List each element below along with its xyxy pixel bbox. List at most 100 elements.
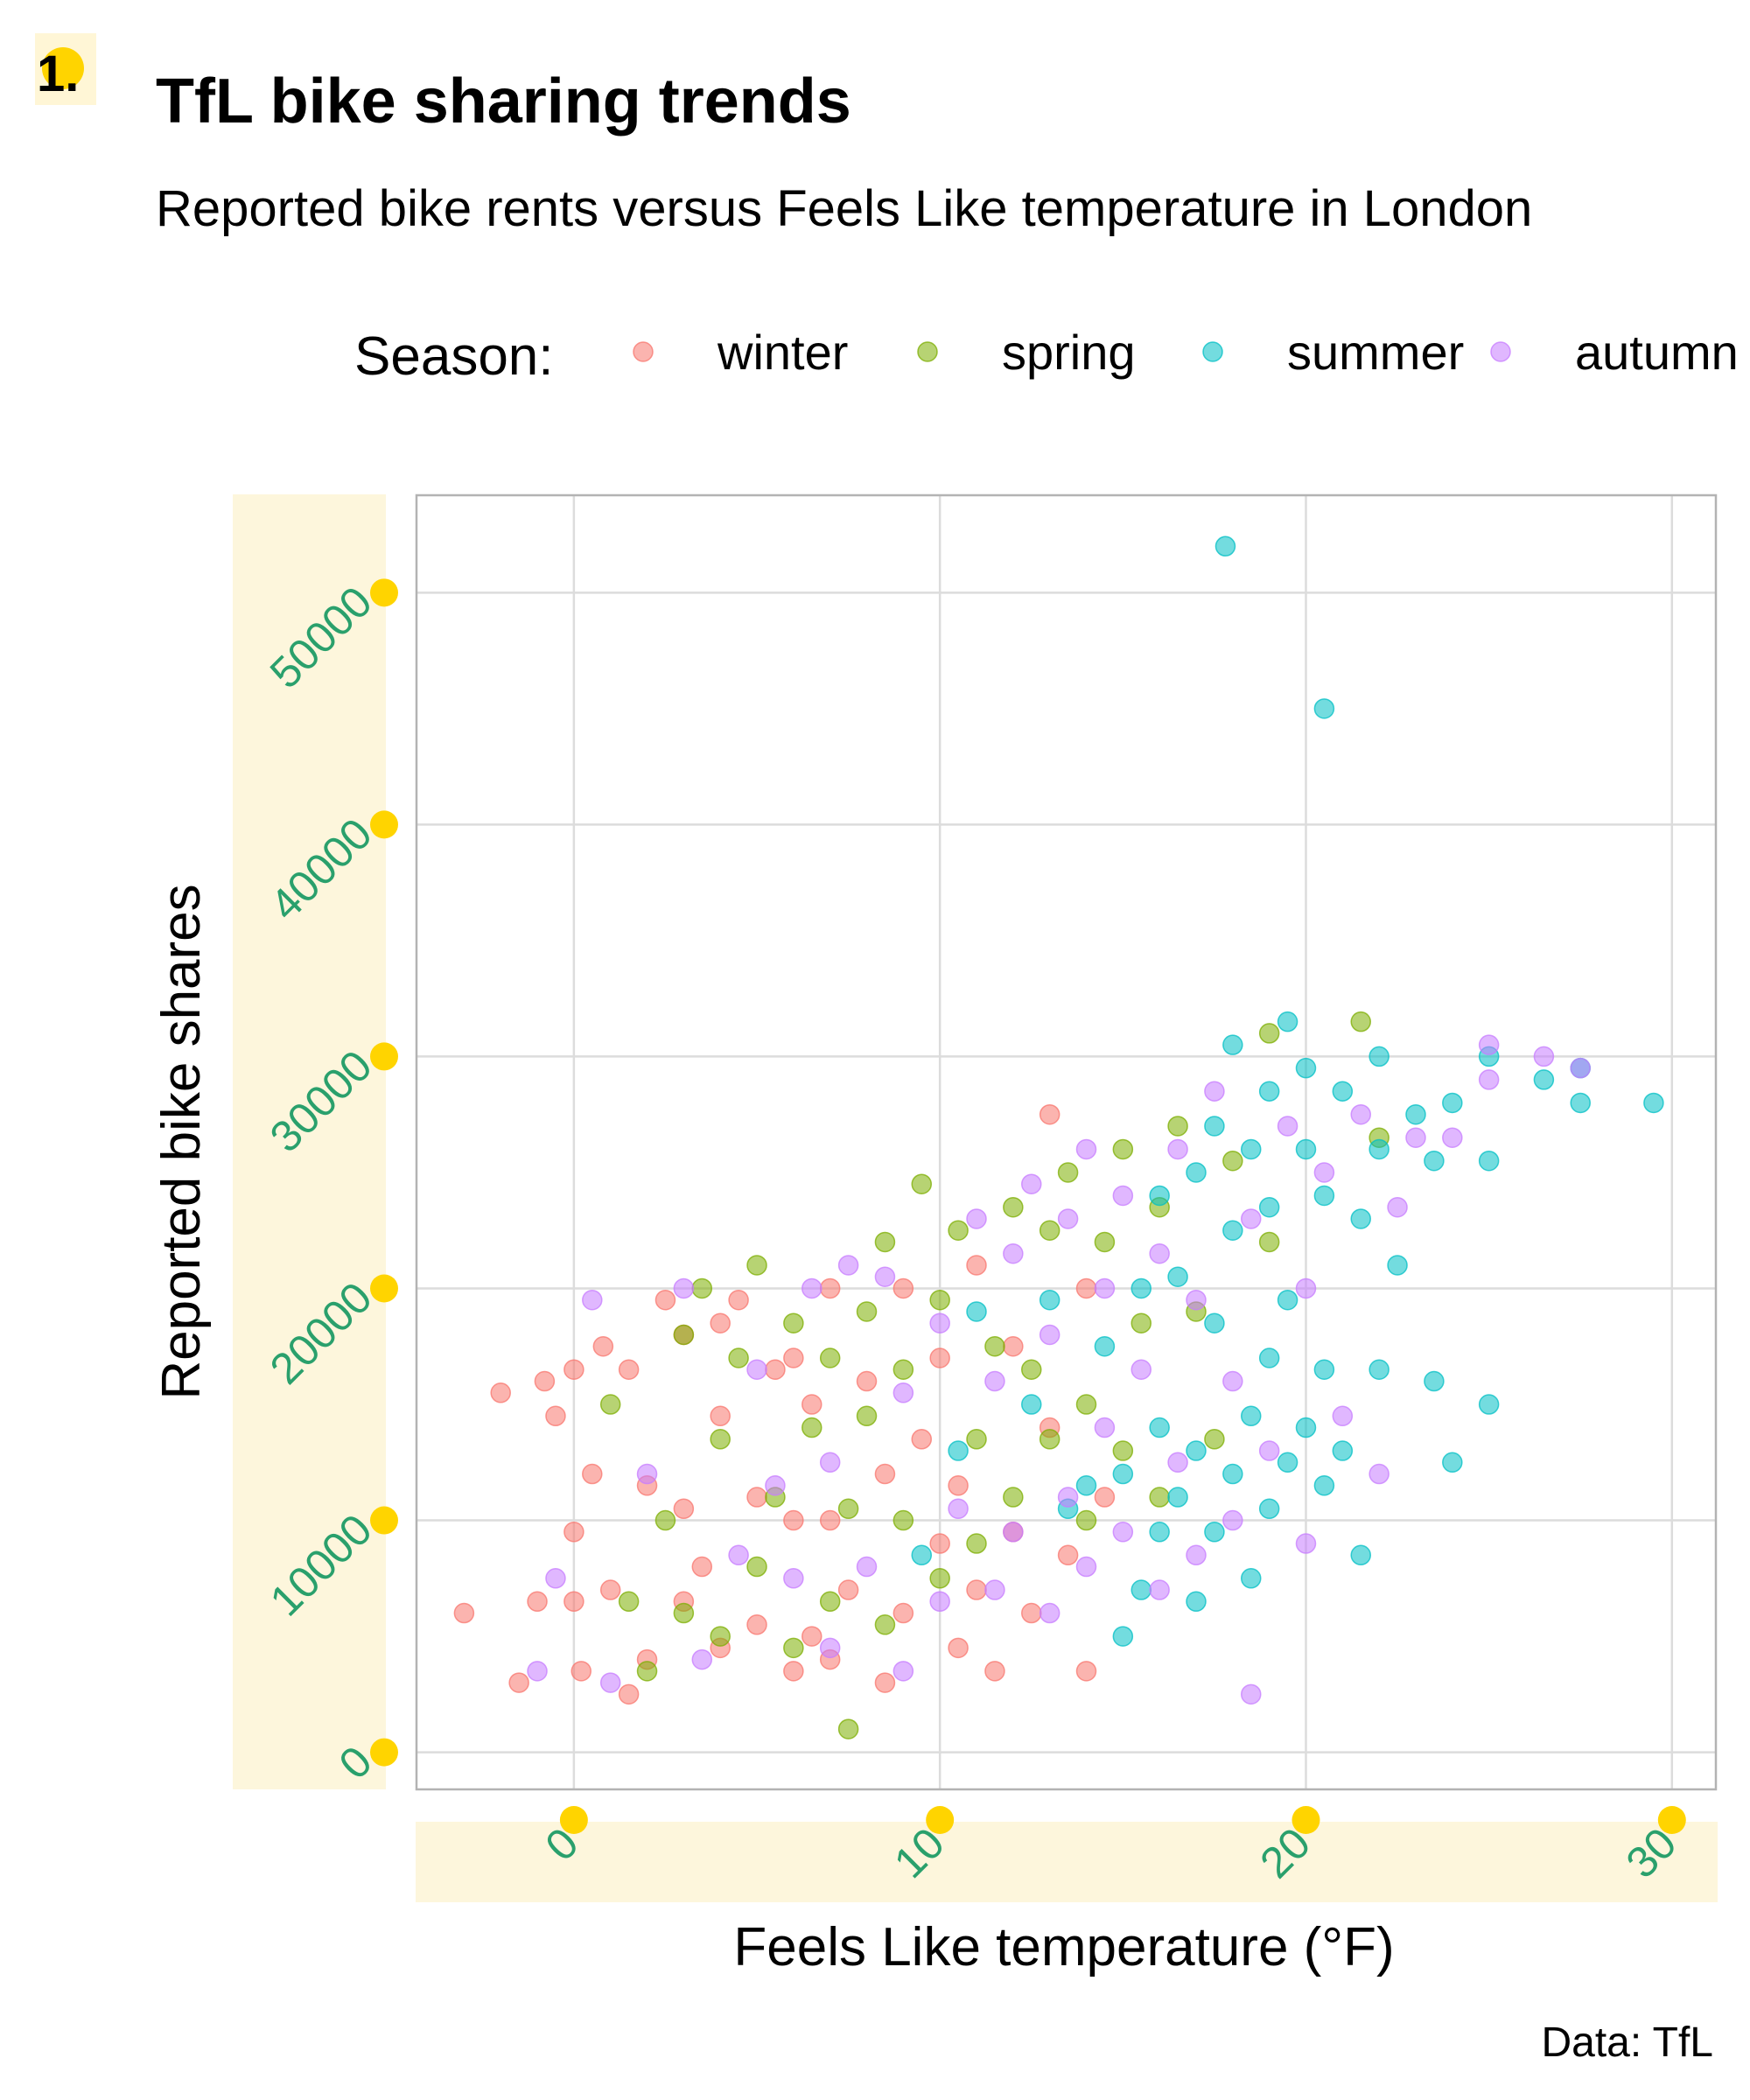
point-autumn	[1149, 1242, 1170, 1264]
point-winter	[618, 1359, 640, 1381]
point-winter	[948, 1475, 969, 1496]
x-axis-band	[416, 1822, 1718, 1902]
point-spring	[1222, 1150, 1243, 1172]
point-summer	[1478, 1150, 1500, 1172]
point-autumn	[1240, 1684, 1262, 1705]
point-spring	[673, 1324, 695, 1346]
point-autumn	[1258, 1440, 1280, 1461]
point-summer	[1222, 1220, 1243, 1241]
point-autumn	[1222, 1509, 1243, 1531]
point-autumn	[802, 1278, 822, 1299]
point-summer	[1442, 1092, 1463, 1114]
point-autumn	[929, 1312, 950, 1334]
point-autumn	[1387, 1196, 1408, 1218]
point-spring	[691, 1278, 713, 1299]
chart-title: TfL bike sharing trends	[156, 66, 851, 136]
point-summer	[1240, 1405, 1262, 1427]
point-autumn	[1405, 1127, 1426, 1148]
plot-panel-border	[415, 494, 1718, 1791]
point-summer	[1295, 1138, 1317, 1160]
point-autumn	[1478, 1034, 1500, 1055]
point-summer	[1295, 1057, 1317, 1079]
data-points	[453, 536, 1664, 1740]
point-winter	[802, 1394, 822, 1415]
point-summer	[1167, 1487, 1188, 1508]
point-autumn	[765, 1475, 786, 1496]
point-spring	[1167, 1116, 1188, 1137]
point-spring	[819, 1591, 841, 1613]
point-summer	[1570, 1092, 1591, 1114]
point-winter	[783, 1348, 804, 1368]
y-tick-marker	[370, 1506, 398, 1535]
point-spring	[911, 1173, 933, 1194]
point-winter	[673, 1498, 695, 1520]
point-spring	[1075, 1509, 1097, 1531]
point-summer	[1332, 1081, 1354, 1102]
point-summer	[1368, 1138, 1390, 1160]
point-spring	[1075, 1394, 1097, 1415]
point-autumn	[1112, 1522, 1134, 1543]
point-winter	[527, 1591, 548, 1613]
point-summer	[1186, 1440, 1207, 1461]
point-summer	[1186, 1591, 1207, 1613]
chart-subtitle: Reported bike rents versus Feels Like te…	[156, 180, 1532, 237]
point-winter	[1021, 1602, 1042, 1624]
x-tick-marker	[926, 1806, 955, 1834]
point-autumn	[599, 1672, 621, 1693]
point-summer	[1643, 1092, 1664, 1114]
point-autumn	[636, 1463, 658, 1485]
point-winter	[728, 1289, 749, 1311]
point-spring	[1258, 1231, 1280, 1253]
point-summer	[1350, 1544, 1371, 1566]
point-autumn	[1075, 1138, 1097, 1160]
point-summer	[1405, 1103, 1426, 1125]
point-winter	[892, 1278, 914, 1299]
point-summer	[1295, 1417, 1317, 1438]
y-axis-title: Reported bike shares	[151, 884, 212, 1399]
point-autumn	[1039, 1602, 1060, 1624]
point-autumn	[1167, 1452, 1188, 1474]
point-summer	[1387, 1255, 1408, 1276]
point-winter	[837, 1579, 859, 1600]
point-spring	[1112, 1138, 1134, 1160]
point-summer	[1277, 1289, 1298, 1311]
point-autumn	[1094, 1417, 1116, 1438]
point-spring	[746, 1556, 767, 1578]
point-autumn	[856, 1556, 878, 1578]
legend-title: Season:	[354, 326, 554, 387]
point-winter	[453, 1602, 475, 1624]
x-tick-marker	[1292, 1806, 1320, 1834]
point-summer	[1258, 1196, 1280, 1218]
legend-key-summer	[1202, 341, 1223, 362]
point-winter	[490, 1382, 511, 1404]
point-winter	[892, 1602, 914, 1624]
y-tick-marker	[370, 1042, 398, 1071]
point-autumn	[582, 1289, 603, 1311]
point-winter	[1057, 1544, 1079, 1566]
point-winter	[874, 1672, 896, 1693]
point-summer	[1313, 1359, 1335, 1381]
point-summer	[1258, 1081, 1280, 1102]
point-autumn	[1240, 1208, 1262, 1229]
point-spring	[1130, 1312, 1152, 1334]
point-summer	[1533, 1069, 1555, 1090]
point-spring	[966, 1533, 987, 1554]
point-spring	[874, 1614, 896, 1635]
point-winter	[1003, 1335, 1024, 1357]
point-autumn	[1057, 1487, 1079, 1508]
caption: Data: TfL	[1541, 2020, 1713, 2066]
point-winter	[1075, 1661, 1097, 1682]
point-winter	[1075, 1278, 1097, 1299]
point-spring	[1112, 1440, 1134, 1461]
x-axis-title: Feels Like temperature (°F)	[733, 1917, 1394, 1978]
point-winter	[746, 1487, 767, 1508]
point-autumn	[1003, 1242, 1024, 1264]
point-summer	[1204, 1312, 1225, 1334]
point-summer	[1350, 1208, 1371, 1229]
point-summer	[1478, 1394, 1500, 1415]
legend-label-summer: summer	[1287, 325, 1464, 380]
point-spring	[728, 1348, 749, 1368]
point-spring	[1039, 1429, 1060, 1450]
point-spring	[746, 1255, 767, 1276]
